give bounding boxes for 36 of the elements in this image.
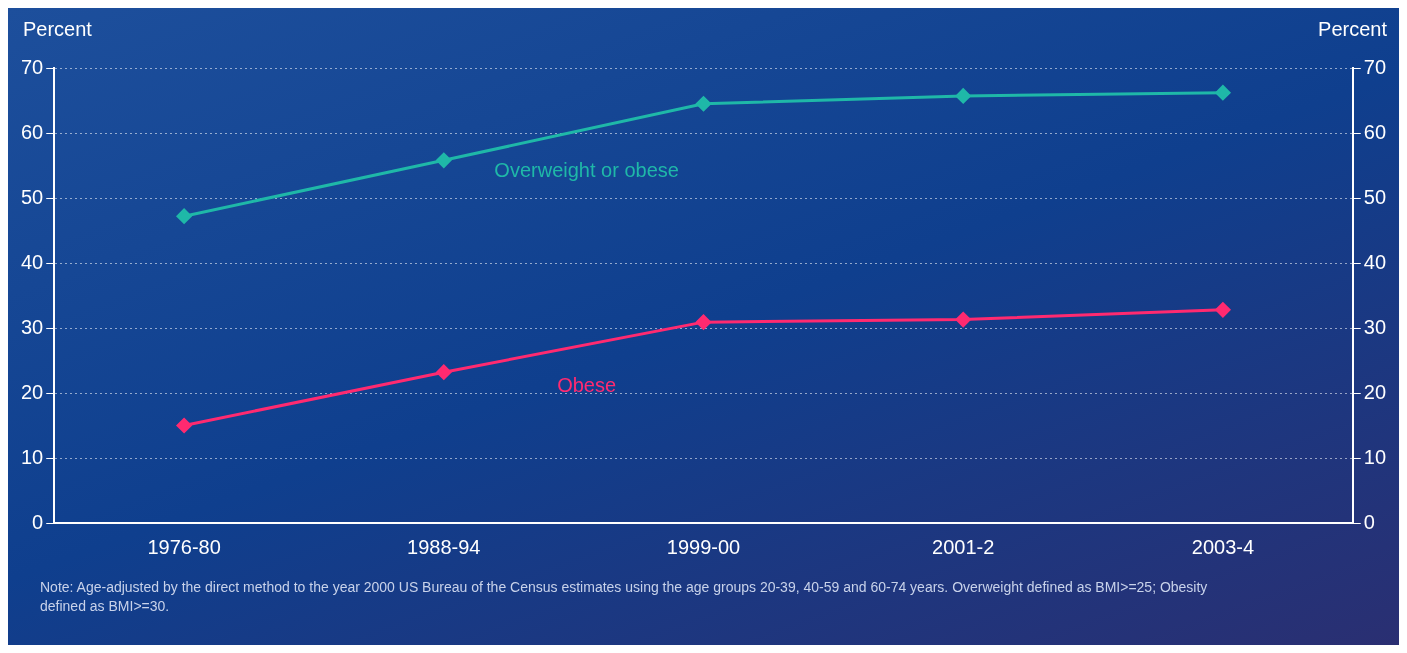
point bbox=[696, 314, 711, 330]
y-tick-label: 70 bbox=[21, 55, 44, 78]
y2-tick-label: 50 bbox=[1363, 185, 1386, 208]
y-tick-label: 60 bbox=[21, 120, 44, 143]
y-tick-label: 40 bbox=[21, 250, 44, 273]
text: Note: Age-adjusted by the direct method to the year 2000 US Bureau of the Census estimates using the age groups 20-39, 40-59 and 60-74 years. Overweight defined as BMI>=25; Obesity defined as BMI>=30. bbox=[39, 578, 1209, 616]
y-tick-label: 50 bbox=[21, 185, 44, 208]
point bbox=[436, 152, 452, 168]
y-tick-label: 10 bbox=[21, 445, 44, 468]
y2-tick-label: 20 bbox=[1363, 380, 1386, 403]
y2-tick-label: 60 bbox=[1363, 120, 1386, 143]
x-tick-label: 1988-94 bbox=[407, 535, 481, 558]
series-label: Overweight or obese bbox=[494, 159, 679, 182]
x-tick-label: 1999-00 bbox=[666, 535, 741, 558]
series-label: Obese bbox=[557, 374, 617, 397]
point bbox=[955, 312, 971, 328]
point bbox=[176, 208, 192, 224]
y2-tick-label: 30 bbox=[1363, 315, 1386, 338]
y2-tick-label: 0 bbox=[1363, 510, 1375, 533]
point bbox=[436, 364, 452, 380]
x-tick-label: 2001-2 bbox=[932, 535, 995, 558]
y2-tick-label: 40 bbox=[1363, 250, 1386, 273]
x-tick-label: 2003-4 bbox=[1191, 535, 1255, 558]
point bbox=[696, 96, 711, 112]
point bbox=[1215, 302, 1231, 318]
y2-tick-label: 10 bbox=[1363, 445, 1386, 468]
y-tick-label: 0 bbox=[32, 510, 44, 533]
y-axis-title: Percent bbox=[23, 18, 93, 40]
y-tick-label: 30 bbox=[21, 315, 44, 338]
point bbox=[1215, 85, 1231, 101]
y-tick-label: 20 bbox=[21, 380, 44, 403]
y2-axis-title: Percent bbox=[1318, 18, 1388, 40]
y2-tick-label: 70 bbox=[1363, 55, 1386, 78]
point bbox=[176, 418, 192, 433]
point bbox=[955, 88, 971, 104]
x-tick-label: 1976-80 bbox=[147, 535, 221, 558]
